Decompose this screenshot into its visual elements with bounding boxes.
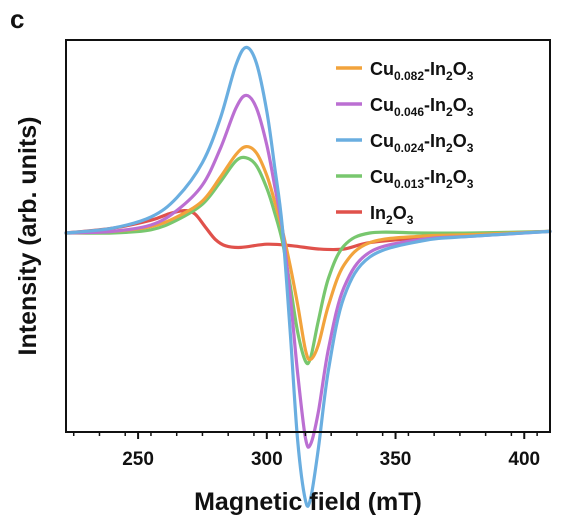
x-axis-title: Magnetic field (mT) — [194, 488, 422, 516]
legend-label: Cu0.046-In2O3 — [370, 95, 474, 119]
series-line-cu0-046-in2o3 — [64, 93, 552, 449]
y-axis-title: Intensity (arb. units) — [14, 117, 42, 356]
series-line-cu0-082-in2o3 — [64, 144, 552, 362]
x-tick-label: 250 — [122, 449, 154, 470]
x-tick-label: 300 — [251, 449, 283, 470]
legend: Cu0.082-In2O3 Cu0.046-In2O3 Cu0.024-In2O3 C… — [336, 59, 474, 227]
legend-label: Cu0.082-In2O3 — [370, 59, 474, 83]
series-line-cu0-024-in2o3 — [64, 45, 552, 508]
plot-frame — [65, 39, 551, 433]
series-line-cu0-013-in2o3 — [64, 155, 552, 366]
x-tick-label: 350 — [380, 449, 412, 470]
x-tick-label: 400 — [508, 449, 540, 470]
legend-label: In2O3 — [370, 203, 414, 227]
plot-area — [64, 45, 552, 508]
legend-label: Cu0.024-In2O3 — [370, 131, 474, 155]
x-axis: 250 300 350 400 — [72, 432, 540, 470]
panel-label: c — [10, 4, 24, 34]
legend-label: Cu0.013-In2O3 — [370, 167, 474, 191]
